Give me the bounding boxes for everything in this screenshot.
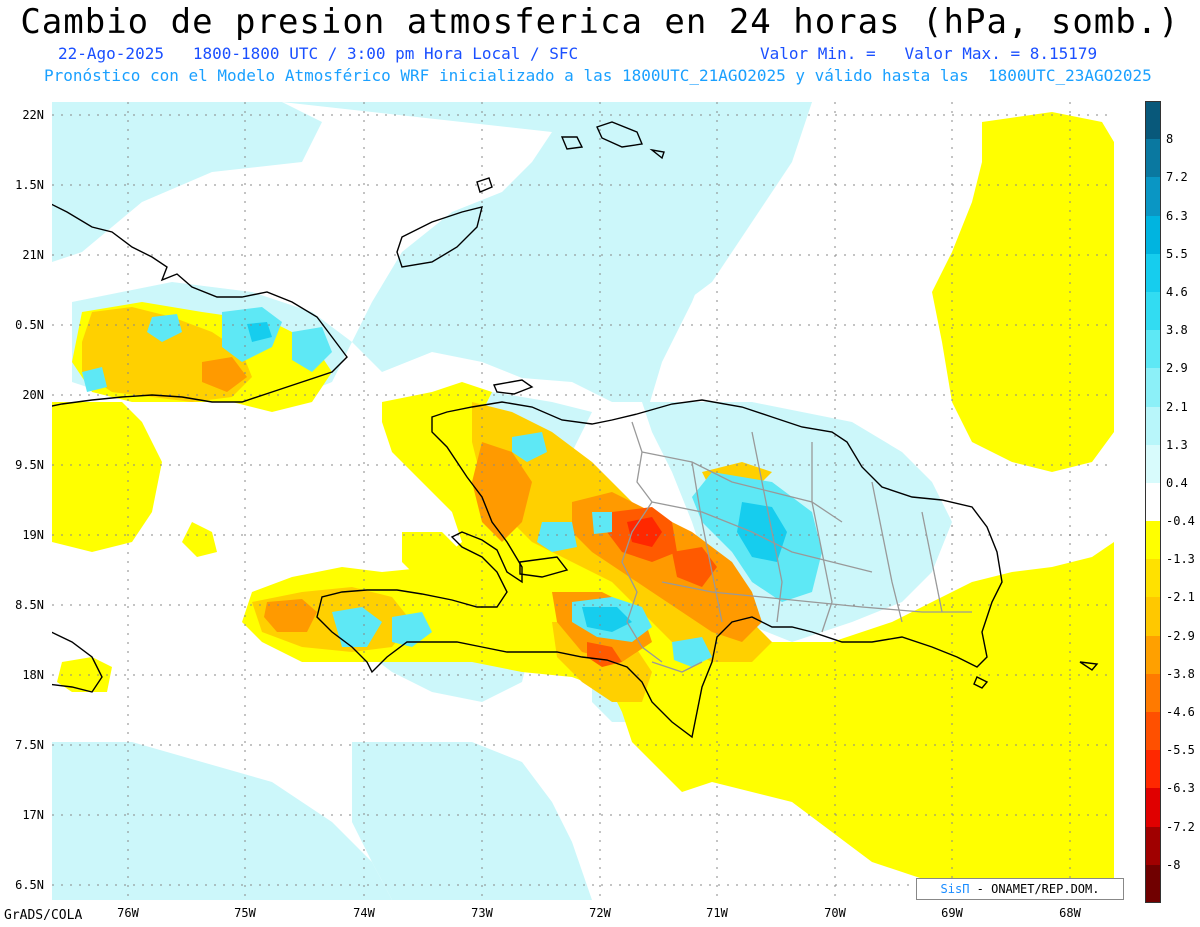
colorbar-swatch: [1145, 788, 1161, 828]
credit-text: - ONAMET/REP.DOM.: [969, 882, 1100, 896]
grads-credit: GrADS/COLA: [4, 908, 83, 923]
colorbar-label: -3.8: [1166, 666, 1195, 681]
colorbar-label: -2.9: [1166, 628, 1195, 643]
lat-label: 22N: [22, 108, 44, 122]
colorbar-swatch: [1145, 215, 1161, 255]
lat-label: 7.5N: [15, 738, 44, 752]
colorbar-swatch: [1145, 406, 1161, 446]
map-title: Cambio de presion atmosferica en 24 hora…: [20, 2, 1180, 42]
coastlines: [52, 121, 1099, 739]
lat-label: 19N: [22, 528, 44, 542]
lon-label: 71W: [706, 906, 728, 920]
colorbar-label: -5.5: [1166, 743, 1195, 758]
map-panel[interactable]: [52, 102, 1114, 900]
colorbar-label: -1.3: [1166, 552, 1195, 567]
lon-label: 69W: [941, 906, 963, 920]
credit-brand: SisΠ: [940, 882, 970, 896]
colorbar-swatch: [1145, 101, 1161, 140]
lat-label: 9.5N: [15, 458, 44, 472]
colorbar-swatch: [1145, 750, 1161, 789]
pressure-field-svg: [52, 102, 1114, 900]
colorbar-swatch: [1145, 368, 1161, 408]
colorbar-swatch: [1145, 673, 1161, 713]
colorbar-label: 5.5: [1166, 246, 1188, 261]
colorbar-label: 2.1: [1166, 399, 1188, 414]
lat-label: 0.5N: [15, 318, 44, 332]
colorbar-swatch: [1145, 864, 1161, 904]
date-time-line: 22-Ago-2025 1800-1800 UTC / 3:00 pm Hora…: [58, 44, 579, 63]
lon-label: 73W: [471, 906, 493, 920]
colorbar-swatch: [1145, 291, 1161, 331]
redorange-shading: [587, 507, 717, 667]
lon-label: 75W: [234, 906, 256, 920]
colorbar-label: 3.8: [1166, 323, 1188, 338]
colorbar-swatch: [1145, 635, 1161, 675]
lat-label: 20N: [22, 388, 44, 402]
colorbar-label: -6.3: [1166, 781, 1195, 796]
grid-lines: [52, 102, 1114, 900]
colorbar-label: 0.4: [1166, 475, 1188, 490]
credit-box: SisΠ - ONAMET/REP.DOM.: [916, 878, 1124, 900]
lon-label: 70W: [824, 906, 846, 920]
colorbar-swatch: [1145, 826, 1161, 866]
colorbar-swatch: [1145, 177, 1161, 217]
colorbar: [1145, 101, 1161, 904]
lon-label: 74W: [353, 906, 375, 920]
min-max-values: Valor Min. = Valor Max. = 8.15179: [760, 44, 1098, 63]
colorbar-swatch: [1145, 482, 1161, 522]
colorbar-label: -2.1: [1166, 590, 1195, 605]
colorbar-swatch: [1145, 330, 1161, 369]
colorbar-label: 4.6: [1166, 284, 1188, 299]
colorbar-swatch: [1145, 597, 1161, 637]
lon-label: 68W: [1059, 906, 1081, 920]
colorbar-label: 7.2: [1166, 170, 1188, 185]
colorbar-label: 1.3: [1166, 437, 1188, 452]
lat-label: 21N: [22, 248, 44, 262]
colorbar-label: -7.2: [1166, 819, 1195, 834]
province-borders: [621, 421, 972, 673]
lat-label: 17N: [22, 808, 44, 822]
colorbar-swatch: [1145, 559, 1161, 598]
colorbar-label: 2.9: [1166, 361, 1188, 376]
lat-label: 6.5N: [15, 878, 44, 892]
colorbar-label: 8: [1166, 132, 1174, 147]
red-shading: [627, 517, 662, 547]
colorbar-swatch: [1145, 712, 1161, 751]
lat-label: 1.5N: [15, 178, 44, 192]
colorbar-label: 6.3: [1166, 208, 1188, 223]
colorbar-label: -0.4: [1166, 514, 1195, 529]
colorbar-swatch: [1145, 444, 1161, 484]
colorbar-label: -4.6: [1166, 705, 1195, 720]
lat-label: 8.5N: [15, 598, 44, 612]
lat-label: 18N: [22, 668, 44, 682]
colorbar-swatch: [1145, 521, 1161, 560]
lon-label: 76W: [117, 906, 139, 920]
lon-label: 72W: [589, 906, 611, 920]
colorbar-swatch: [1145, 139, 1161, 178]
model-info-line: Pronóstico con el Modelo Atmosférico WRF…: [44, 66, 1152, 85]
colorbar-swatch: [1145, 253, 1161, 293]
colorbar-label: -8: [1166, 857, 1181, 872]
